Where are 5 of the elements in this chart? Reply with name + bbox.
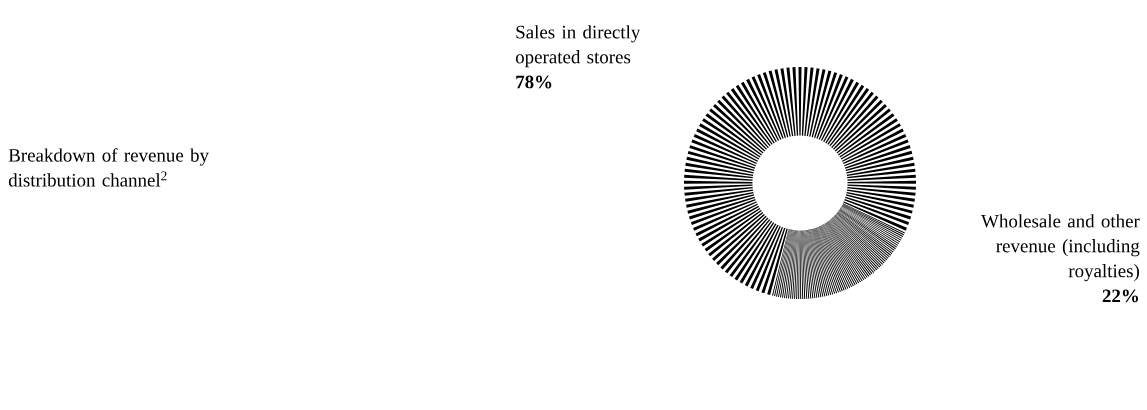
data-label: 22% — [1102, 289, 1139, 303]
text: Breakdown of revenue by distribution channel$^{2}$ — [8, 148, 209, 187]
data-label: 78% — [516, 75, 552, 89]
slice-label: Sales in directly operated stores — [515, 25, 641, 68]
slice-label: Wholesale and other revenue (including royalties) — [981, 214, 1140, 282]
